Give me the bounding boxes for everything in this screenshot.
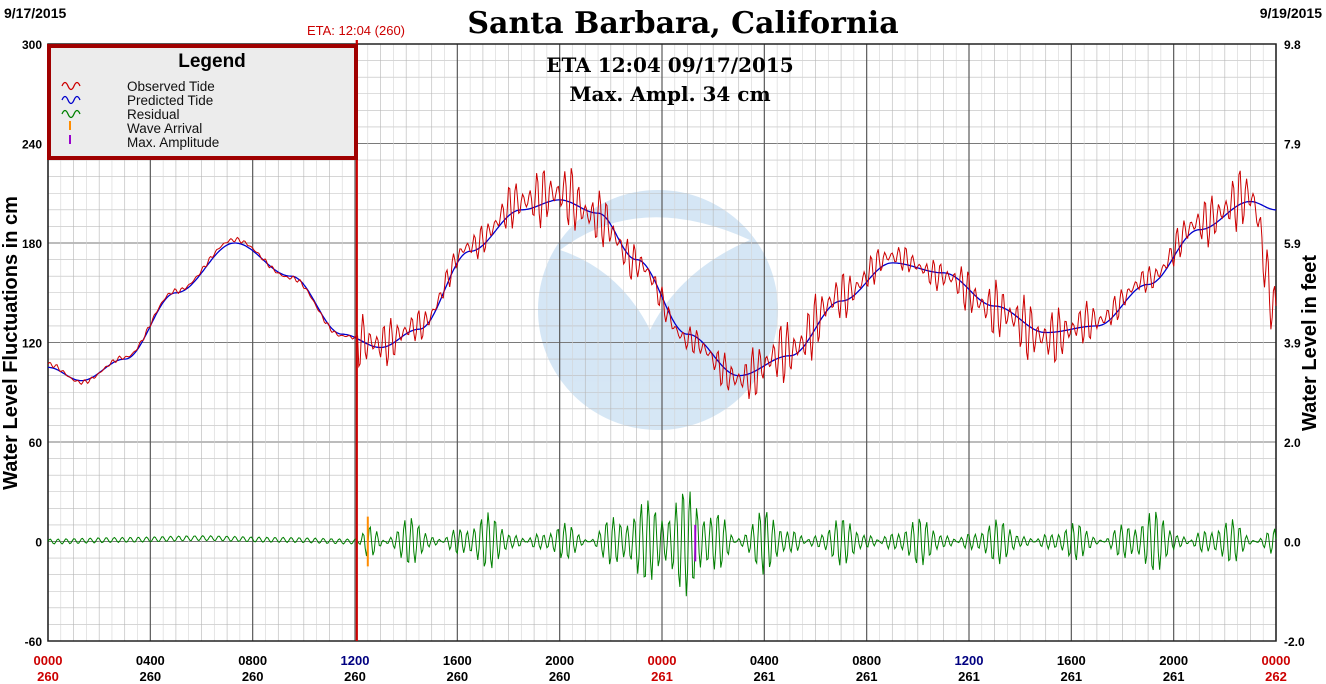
legend-label: Observed Tide <box>127 79 215 94</box>
y-tick-right: -2.0 <box>1284 635 1305 649</box>
x-tick-day: 261 <box>856 669 878 684</box>
legend-swatch <box>61 109 81 119</box>
y-tick-left: 60 <box>29 436 43 450</box>
y-tick-right: 3.9 <box>1284 337 1301 351</box>
x-tick-day: 261 <box>1060 669 1082 684</box>
x-tick-day: 260 <box>344 669 366 684</box>
x-tick-time: 2000 <box>1159 653 1188 668</box>
plot-frame <box>47 43 1277 642</box>
plot-series <box>47 168 1277 597</box>
x-tick-day: 262 <box>1265 669 1287 684</box>
max-amplitude-annotation: Max. Ampl. 34 cm <box>569 82 770 106</box>
date-right-label: 9/19/2015 <box>1260 5 1322 21</box>
y-tick-right: 5.9 <box>1284 237 1301 251</box>
legend-title: Legend <box>178 51 246 72</box>
y-tick-right: 0.0 <box>1284 536 1301 550</box>
legend-swatch <box>61 81 81 91</box>
x-tick-day: 261 <box>958 669 980 684</box>
y-tick-left: 180 <box>22 237 42 251</box>
legend-label: Wave Arrival <box>127 121 202 136</box>
date-left-label: 9/17/2015 <box>4 5 66 21</box>
y-tick-left: 120 <box>22 337 42 351</box>
x-tick-day: 260 <box>446 669 468 684</box>
x-tick-time: 0800 <box>238 653 267 668</box>
legend-label: Max. Amplitude <box>127 135 219 150</box>
x-tick-day: 260 <box>549 669 571 684</box>
y-tick-right: 9.8 <box>1284 38 1301 52</box>
x-tick-time: 2000 <box>545 653 574 668</box>
y-tick-left: 240 <box>22 138 42 152</box>
x-tick-time: 0000 <box>34 653 63 668</box>
x-tick-time: 1200 <box>341 653 370 668</box>
noaa-watermark <box>538 190 778 430</box>
legend-label: Predicted Tide <box>127 93 213 108</box>
x-tick-time: 0000 <box>1262 653 1291 668</box>
axis-ticks: 300 240 180 120 60 0 -60 9.8 7.9 5.9 3.9 2.0 0.0 -2.0… <box>22 38 1305 684</box>
y-tick-left: 300 <box>22 38 42 52</box>
legend-label: Residual <box>127 107 180 122</box>
x-tick-time: 0400 <box>750 653 779 668</box>
x-tick-day: 261 <box>1163 669 1185 684</box>
x-tick-day: 261 <box>753 669 775 684</box>
series-observed-tide <box>47 168 1277 399</box>
y-axis-label-left: Water Level Fluctuations in cm <box>0 196 22 490</box>
y-tick-right: 7.9 <box>1284 138 1301 152</box>
y-tick-right: 2.0 <box>1284 436 1301 450</box>
legend-box <box>47 44 358 160</box>
plot-border <box>47 43 1277 642</box>
eta-marker-label: ETA: 12:04 (260) <box>307 23 405 38</box>
legend-swatch <box>61 95 81 105</box>
y-tick-left: -60 <box>25 635 43 649</box>
x-tick-day: 260 <box>242 669 264 684</box>
x-tick-day: 260 <box>37 669 59 684</box>
x-tick-time: 0400 <box>136 653 165 668</box>
x-tick-day: 261 <box>651 669 673 684</box>
x-tick-time: 0000 <box>648 653 677 668</box>
series-residual <box>47 491 1277 597</box>
chart-title: Santa Barbara, California <box>467 6 898 41</box>
x-tick-time: 0800 <box>852 653 881 668</box>
x-tick-time: 1200 <box>955 653 984 668</box>
y-tick-left: 0 <box>35 536 42 550</box>
y-axis-label-right: Water Level in feet <box>1299 255 1321 431</box>
noaa-logo-bird <box>560 217 750 330</box>
x-tick-day: 260 <box>139 669 161 684</box>
eta-annotation: ETA 12:04 09/17/2015 <box>546 53 793 77</box>
x-tick-time: 1600 <box>443 653 472 668</box>
x-tick-time: 1600 <box>1057 653 1086 668</box>
